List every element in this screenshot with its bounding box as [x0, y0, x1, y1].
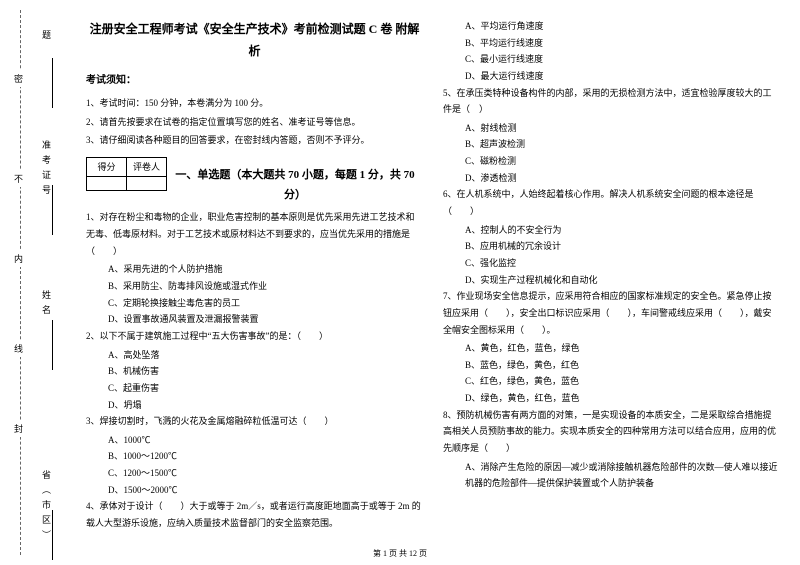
score-header: 得分: [87, 157, 127, 177]
option: B、超声波检测: [443, 136, 780, 153]
option: A、射线检测: [443, 120, 780, 137]
option: C、起重伤害: [86, 380, 423, 397]
option: D、实现生产过程机械化和自动化: [443, 272, 780, 289]
question-6: 6、在人机系统中，人始终起着核心作用。解决人机系统安全问题的根本途径是（ ）: [443, 186, 780, 219]
option: A、平均运行角速度: [443, 18, 780, 35]
notice-heading: 考试须知：: [86, 72, 423, 91]
option: A、消除产生危险的原因—减少或消除接触机器危险部件的次数—使人难以接近机器的危险…: [443, 459, 780, 492]
question-5: 5、在承压类特种设备构件的内部，采用的无损检测方法中，适宜检验厚度较大的工件是（…: [443, 85, 780, 118]
section-row: 得分 评卷人 一、单选题（本大题共 70 小题，每题 1 分，共 70 分）: [86, 151, 423, 210]
right-column: A、平均运行角速度 B、平均运行线速度 C、最小运行线速度 D、最大运行线速度 …: [433, 18, 790, 565]
option: B、蓝色，绿色，黄色，红色: [443, 357, 780, 374]
option: A、1000℃: [86, 432, 423, 449]
margin-underline: [52, 58, 53, 108]
option: C、强化监控: [443, 255, 780, 272]
question-7: 7、作业现场安全信息提示，应采用符合相应的国家标准规定的安全色。紧急停止按钮应采…: [443, 288, 780, 338]
option: A、采用先进的个人防护措施: [86, 261, 423, 278]
option: B、采用防尘、防毒排风设施或湿式作业: [86, 278, 423, 295]
question-1: 1、对存在粉尘和毒物的企业，职业危害控制的基本原则是优先采用先进工艺技术和无毒、…: [86, 209, 423, 259]
seal-dashed-line: [20, 10, 21, 555]
option: A、高处坠落: [86, 347, 423, 364]
margin-label: 题: [40, 30, 53, 45]
exam-title: 注册安全工程师考试《安全生产技术》考前检测试题 C 卷 附解析: [86, 18, 423, 62]
margin-underline: [52, 185, 53, 235]
seal-char: 不: [14, 170, 23, 187]
margin-label-name: 姓名: [40, 290, 53, 320]
question-4: 4、承体对于设计（ ）大于或等于 2m／s，或者运行高度距地面高于或等于 2m …: [86, 498, 423, 531]
exam-rule: 2、请首先按要求在试卷的指定位置填写您的姓名、准考证号等信息。: [86, 114, 423, 131]
content-area: 注册安全工程师考试《安全生产技术》考前检测试题 C 卷 附解析 考试须知： 1、…: [70, 0, 800, 565]
option: D、绿色，黄色，红色，蓝色: [443, 390, 780, 407]
option: B、机械伤害: [86, 363, 423, 380]
seal-char: 密: [14, 70, 23, 87]
option: C、磁粉检测: [443, 153, 780, 170]
option: D、最大运行线速度: [443, 68, 780, 85]
option: D、坍塌: [86, 397, 423, 414]
grader-header: 评卷人: [127, 157, 167, 177]
option: B、1000～1200℃: [86, 448, 423, 465]
option: C、红色，绿色，黄色，蓝色: [443, 373, 780, 390]
option: D、1500～2000℃: [86, 482, 423, 499]
option: C、定期轮换接触尘毒危害的员工: [86, 295, 423, 312]
binding-margin: 密 不 内 线 封 题 准考证号 姓名 省（市区）: [0, 0, 70, 565]
page-footer: 第 1 页 共 12 页: [0, 548, 800, 559]
option: A、黄色，红色，蓝色，绿色: [443, 340, 780, 357]
option: B、应用机械的冗余设计: [443, 238, 780, 255]
question-2: 2、以下不属于建筑施工过程中“五大伤害事故”的是：（ ）: [86, 328, 423, 345]
seal-char: 封: [14, 420, 23, 437]
seal-char: 内: [14, 250, 23, 267]
option: D、渗透检测: [443, 170, 780, 187]
option: C、1200～1500℃: [86, 465, 423, 482]
score-cell[interactable]: [87, 177, 127, 191]
margin-underline: [52, 320, 53, 370]
seal-char: 线: [14, 340, 23, 357]
question-8: 8、预防机械伤害有两方面的对策，一是实现设备的本质安全，二是采取综合措施提高相关…: [443, 407, 780, 457]
section-heading: 一、单选题（本大题共 70 小题，每题 1 分，共 70 分）: [167, 165, 423, 206]
option: B、平均运行线速度: [443, 35, 780, 52]
option: D、设置事故通风装置及泄漏报警装置: [86, 311, 423, 328]
exam-page: 密 不 内 线 封 题 准考证号 姓名 省（市区） 注册安全工程师考试《安全生产…: [0, 0, 800, 565]
grader-cell[interactable]: [127, 177, 167, 191]
score-table: 得分 评卷人: [86, 157, 167, 192]
question-3: 3、焊接切割时，飞溅的火花及金属熔融碎粒低温可达（ ）: [86, 413, 423, 430]
left-column: 注册安全工程师考试《安全生产技术》考前检测试题 C 卷 附解析 考试须知： 1、…: [76, 18, 433, 565]
option: C、最小运行线速度: [443, 51, 780, 68]
exam-rule: 3、请仔细阅读各种题目的回答要求，在密封线内答题，否则不予评分。: [86, 132, 423, 149]
option: A、控制人的不安全行为: [443, 222, 780, 239]
exam-rule: 1、考试时间：150 分钟，本卷满分为 100 分。: [86, 95, 423, 112]
